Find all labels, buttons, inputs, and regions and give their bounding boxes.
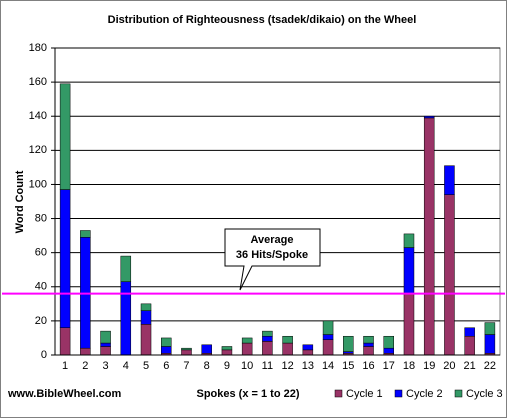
legend-swatch [454, 389, 463, 398]
bar-segment [262, 335, 273, 342]
bar-segment [363, 346, 374, 356]
x-axis-label: Spokes (x = 1 to 22) [196, 388, 299, 400]
bar-segment [181, 349, 192, 356]
bar-segment [140, 324, 152, 356]
bar-segment [241, 337, 253, 344]
y-tick-label: 100 [29, 178, 47, 190]
legend: Cycle 1 Cycle 2 Cycle 3 [334, 388, 503, 400]
bar-segment [80, 347, 91, 356]
x-tick-label: 13 [302, 360, 314, 372]
annotation: Average 36 Hits/Spoke [224, 228, 321, 291]
y-tick-label: 60 [35, 247, 47, 259]
bar-segment [161, 346, 172, 354]
bar-segment [484, 334, 496, 354]
x-tick-label: 6 [163, 360, 169, 372]
legend-label: Cycle 1 [346, 388, 383, 400]
x-tick-label: 7 [183, 360, 189, 372]
y-tick-label: 140 [29, 110, 47, 122]
x-tick-label: 5 [143, 360, 149, 372]
x-tick-label: 20 [443, 360, 455, 372]
legend-swatch [394, 389, 403, 398]
bar-segment [140, 303, 152, 311]
bar-segment [464, 327, 475, 337]
y-tick-label: 160 [29, 76, 47, 88]
bar-segment [221, 349, 233, 356]
bar-segment [262, 341, 273, 356]
bar-segment [120, 255, 132, 282]
bar-segment [302, 344, 314, 351]
bar-segment [100, 346, 111, 356]
bar-segment [100, 330, 111, 344]
legend-label: Cycle 3 [466, 388, 503, 400]
annotation-text: Average [250, 234, 293, 246]
x-tick-label: 1 [62, 360, 68, 372]
x-tick-label: 4 [123, 360, 129, 372]
y-tick-label: 120 [29, 144, 47, 156]
y-tick-label: 20 [35, 315, 47, 327]
legend-swatch [334, 389, 343, 398]
x-tick-label: 12 [281, 360, 293, 372]
bar-segment [383, 347, 394, 354]
bar-segment [444, 165, 455, 195]
bar-segment [464, 335, 475, 356]
bar-segment [221, 346, 233, 351]
x-tick-label: 15 [342, 360, 354, 372]
chart-title: Distribution of Righteousness (tsadek/di… [108, 14, 417, 26]
bar-segment [484, 322, 496, 335]
bar-segment [423, 115, 435, 119]
bar-segment [363, 342, 374, 347]
x-tick-label: 22 [484, 360, 496, 372]
x-tick-label: 18 [403, 360, 415, 372]
bar-segment [383, 335, 394, 349]
bar-segment [423, 117, 435, 356]
footer: www.BibleWheel.com [7, 388, 121, 400]
x-tick-label: 10 [241, 360, 253, 372]
bar-segment [59, 83, 71, 190]
bar-segment [100, 342, 111, 347]
bar-segment [181, 347, 192, 351]
bar-segment [322, 320, 334, 335]
bar-segment [59, 327, 71, 356]
x-tick-label: 16 [362, 360, 374, 372]
x-tick-label: 3 [103, 360, 109, 372]
y-tick-label: 180 [29, 42, 47, 54]
bar-segment [59, 189, 71, 328]
bar-segment [282, 335, 293, 344]
bar-segment [241, 342, 253, 356]
bar-segment [80, 230, 91, 238]
x-tick-label: 19 [423, 360, 435, 372]
bar-segment [201, 344, 212, 354]
x-tick-label: 17 [383, 360, 395, 372]
y-axis-label: Word Count [14, 170, 26, 233]
bar-segment [343, 335, 354, 352]
x-tick-label: 9 [224, 360, 230, 372]
bar-segment [262, 330, 273, 337]
y-tick-label: 0 [41, 349, 47, 361]
bar-segment [302, 349, 314, 356]
bar-segment [403, 233, 415, 248]
legend-label: Cycle 2 [406, 388, 443, 400]
y-tick-label: 40 [35, 281, 47, 293]
bar-segment [140, 310, 152, 325]
bar-segment [322, 339, 334, 356]
x-tick-label: 14 [322, 360, 334, 372]
bar-segment [363, 335, 374, 344]
bar-segment [322, 334, 334, 340]
bar-segment [403, 293, 415, 356]
x-tick-label: 2 [82, 360, 88, 372]
x-tick-label: 8 [204, 360, 210, 372]
bar-segment [444, 194, 455, 356]
x-tick-label: 21 [464, 360, 476, 372]
annotation-box [224, 228, 321, 291]
bar-segment [161, 337, 172, 347]
bar-segment [282, 342, 293, 356]
y-tick-label: 80 [35, 212, 47, 224]
bar-segment [403, 247, 415, 294]
bar-segment [343, 351, 354, 354]
x-tick-label: 11 [262, 360, 273, 372]
annotation-text: 36 Hits/Spoke [236, 249, 308, 261]
